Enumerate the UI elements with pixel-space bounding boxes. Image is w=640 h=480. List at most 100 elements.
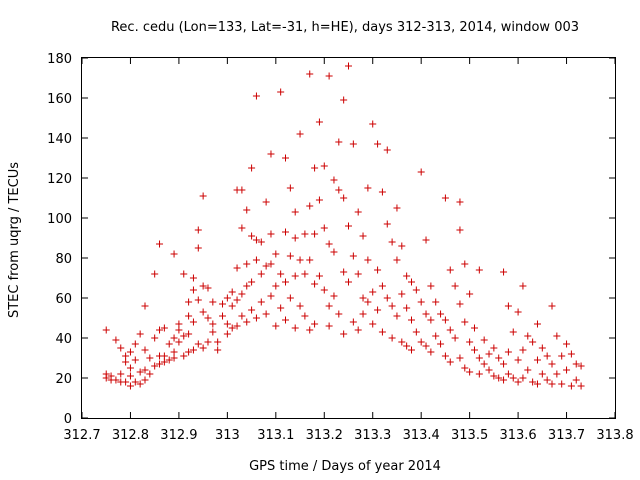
- data-point: [475, 370, 483, 378]
- y-tick-label: 180: [47, 52, 72, 67]
- data-point: [112, 376, 120, 384]
- data-point: [136, 380, 144, 388]
- data-point: [345, 278, 352, 286]
- data-point: [417, 338, 425, 346]
- data-point: [185, 348, 193, 356]
- data-point: [180, 270, 188, 278]
- data-point: [170, 334, 178, 342]
- data-point: [156, 326, 164, 334]
- data-point: [131, 340, 139, 348]
- y-tick-label: 40: [55, 332, 72, 347]
- data-point: [485, 350, 493, 358]
- data-point: [243, 260, 251, 268]
- data-point: [136, 368, 144, 376]
- data-point: [185, 312, 193, 320]
- data-point: [519, 346, 527, 354]
- data-point: [349, 140, 357, 148]
- data-point: [301, 270, 309, 278]
- data-point: [228, 288, 236, 296]
- data-point: [252, 256, 260, 264]
- data-point: [485, 366, 493, 374]
- data-point: [243, 206, 251, 214]
- data-point: [533, 320, 541, 328]
- data-point: [175, 320, 183, 328]
- data-point: [480, 360, 488, 368]
- data-point: [204, 338, 212, 346]
- x-axis-label: GPS time / Days of year 2014: [249, 459, 441, 474]
- data-point: [223, 320, 231, 328]
- data-point: [504, 370, 512, 378]
- data-point: [296, 302, 304, 310]
- data-point: [282, 228, 290, 236]
- data-point: [146, 370, 154, 378]
- x-axis: 312.7 312.8 312.9 313 313.1 313.2 313.3 313.4 31…: [63, 58, 634, 443]
- data-point: [209, 320, 217, 328]
- data-point: [126, 372, 134, 380]
- data-point: [437, 310, 445, 318]
- data-point: [509, 374, 517, 382]
- data-point: [267, 292, 275, 300]
- data-point: [398, 290, 406, 298]
- data-point: [383, 294, 391, 302]
- data-point: [577, 382, 585, 390]
- x-tick-label: 312.8: [112, 428, 149, 443]
- data-point: [577, 362, 585, 370]
- data-point: [354, 208, 362, 216]
- data-point: [257, 298, 265, 306]
- data-point: [456, 226, 464, 234]
- data-point: [335, 310, 343, 318]
- data-point: [393, 312, 401, 320]
- data-point: [398, 242, 406, 250]
- data-point: [248, 164, 256, 172]
- data-point: [122, 378, 130, 386]
- data-point: [301, 230, 309, 238]
- data-point: [136, 330, 144, 338]
- data-point: [219, 300, 227, 308]
- data-point: [185, 298, 193, 306]
- data-point: [330, 176, 338, 184]
- data-point: [272, 250, 280, 258]
- data-point: [257, 270, 265, 278]
- data-point: [398, 338, 406, 346]
- data-point: [306, 256, 314, 264]
- data-point: [364, 256, 372, 264]
- data-point: [480, 336, 488, 344]
- y-tick-label: 100: [47, 212, 72, 227]
- y-tick-label: 120: [47, 172, 72, 187]
- data-point: [257, 238, 265, 246]
- data-point: [175, 338, 183, 346]
- data-point: [189, 318, 197, 326]
- data-point: [248, 306, 256, 314]
- data-point: [374, 306, 382, 314]
- data-point: [102, 374, 110, 382]
- data-point: [296, 130, 304, 138]
- data-point: [514, 378, 522, 386]
- data-point: [306, 202, 314, 210]
- data-point: [199, 192, 207, 200]
- data-point: [407, 346, 415, 354]
- data-point: [412, 286, 420, 294]
- data-point: [238, 186, 246, 194]
- data-point: [286, 252, 294, 260]
- data-point: [243, 318, 251, 326]
- data-point: [141, 366, 149, 374]
- data-point: [345, 62, 352, 70]
- x-tick-label: 312.7: [63, 428, 100, 443]
- data-point: [461, 260, 469, 268]
- y-tick-label: 80: [55, 252, 72, 267]
- data-point: [219, 312, 227, 320]
- data-point: [359, 232, 367, 240]
- data-point: [189, 286, 197, 294]
- data-point: [267, 150, 275, 158]
- data-point: [151, 334, 159, 342]
- data-point: [102, 326, 110, 334]
- data-point: [330, 248, 338, 256]
- data-point: [156, 360, 164, 368]
- data-point: [422, 310, 430, 318]
- data-point: [466, 290, 474, 298]
- data-point: [199, 344, 207, 352]
- x-tick-label: 313.7: [548, 428, 585, 443]
- data-point: [466, 368, 474, 376]
- data-point: [248, 278, 256, 286]
